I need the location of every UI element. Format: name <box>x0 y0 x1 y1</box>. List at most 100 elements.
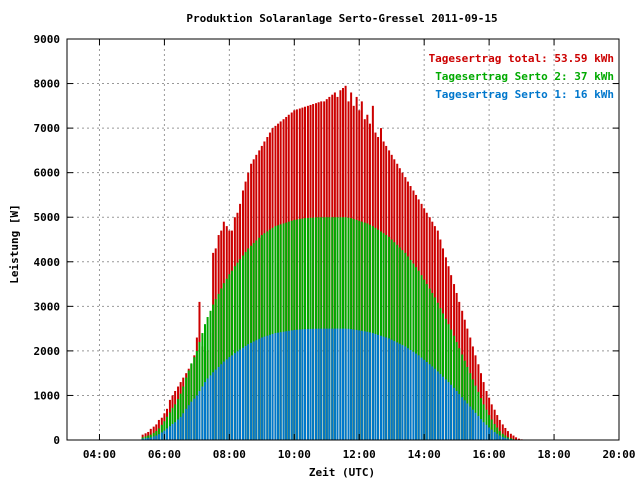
bar-serto1 <box>385 337 388 440</box>
bar-serto1 <box>144 438 147 440</box>
bar-serto1 <box>366 331 369 440</box>
bar-serto1 <box>339 328 342 440</box>
bar-serto1 <box>393 341 396 440</box>
y-tick-label: 5000 <box>34 211 61 224</box>
bar-serto1 <box>195 395 198 440</box>
bar-serto1 <box>428 364 431 440</box>
bar-serto1 <box>474 412 477 440</box>
bar-serto2 <box>233 266 236 440</box>
y-tick-label: 4000 <box>34 256 61 269</box>
bar-serto1 <box>220 364 223 440</box>
bar-serto2 <box>317 217 320 440</box>
bar-serto1 <box>477 415 480 440</box>
bar-serto2 <box>493 423 496 440</box>
bar-total <box>149 428 152 440</box>
bar-serto1 <box>388 338 391 440</box>
bar-serto1 <box>171 423 174 440</box>
bar-serto1 <box>271 333 274 440</box>
bar-serto1 <box>350 329 353 440</box>
bar-serto1 <box>501 436 504 440</box>
legend-serto1: Tagesertrag Serto 1: 16 kWh <box>435 88 614 101</box>
bar-serto1 <box>304 329 307 440</box>
bar-serto1 <box>179 416 182 440</box>
bar-serto2 <box>463 360 466 440</box>
bar-serto1 <box>320 328 323 440</box>
bar-serto1 <box>295 329 298 440</box>
bar-serto1 <box>298 329 301 440</box>
bar-serto1 <box>177 419 180 440</box>
bar-serto1 <box>496 433 499 440</box>
bar-serto2 <box>393 242 396 440</box>
bar-serto1 <box>412 351 415 440</box>
bar-serto1 <box>409 350 412 440</box>
bar-serto1 <box>482 422 485 440</box>
bar-serto1 <box>233 353 236 440</box>
bar-serto2 <box>212 304 215 440</box>
bar-serto1 <box>355 329 358 440</box>
x-tick-label: 16:00 <box>473 448 506 461</box>
bar-serto1 <box>347 328 350 440</box>
bar-serto1 <box>480 419 482 440</box>
bar-serto1 <box>396 342 399 440</box>
bar-serto1 <box>379 335 382 440</box>
bar-serto1 <box>185 408 188 440</box>
bar-serto1 <box>333 328 336 440</box>
bar-serto1 <box>466 403 469 440</box>
bar-serto1 <box>285 331 288 440</box>
bar-serto1 <box>404 346 407 440</box>
bar-serto1 <box>277 332 280 440</box>
bar-serto1 <box>255 340 258 440</box>
bar-serto1 <box>461 397 464 440</box>
bar-total <box>515 437 518 440</box>
y-tick-label: 8000 <box>34 78 61 91</box>
bar-serto1 <box>423 359 426 440</box>
bar-serto1 <box>406 348 409 440</box>
bar-serto1 <box>485 424 488 440</box>
bar-serto1 <box>431 366 434 440</box>
bar-serto1 <box>268 334 271 440</box>
bar-serto2 <box>255 240 258 440</box>
bar-serto1 <box>212 372 215 440</box>
bar-serto1 <box>417 355 420 440</box>
bar-serto2 <box>279 224 282 440</box>
bar-serto1 <box>317 328 320 440</box>
bar-serto1 <box>209 375 212 440</box>
bar-serto2 <box>182 386 185 440</box>
bar-serto1 <box>174 422 177 440</box>
bar-serto1 <box>193 398 196 440</box>
y-tick-label: 9000 <box>34 33 61 46</box>
bar-serto1 <box>141 438 144 440</box>
bar-serto1 <box>187 405 190 440</box>
bar-serto1 <box>241 347 244 440</box>
bar-total <box>506 431 509 440</box>
y-axis-label: Leistung [W] <box>8 204 21 283</box>
bar-serto1 <box>222 361 225 440</box>
bar-serto1 <box>152 436 155 440</box>
bar-serto1 <box>206 378 209 440</box>
bar-serto1 <box>201 386 204 440</box>
bar-serto2 <box>166 416 169 440</box>
bar-serto2 <box>304 218 307 440</box>
bar-serto1 <box>239 349 242 440</box>
bar-serto1 <box>442 376 445 440</box>
chart-title: Produktion Solaranlage Serto-Gressel 201… <box>186 12 497 25</box>
y-tick-label: 6000 <box>34 167 61 180</box>
x-tick-label: 20:00 <box>602 448 635 461</box>
bar-serto1 <box>149 437 152 440</box>
bar-serto1 <box>352 329 355 440</box>
bar-serto1 <box>217 366 220 440</box>
bar-serto1 <box>182 413 185 440</box>
axis-ticks: 0 1000 2000 3000 4000 5000 6000 7000 8000 9000 04:… <box>34 33 636 461</box>
x-tick-label: 14:00 <box>408 448 441 461</box>
bar-serto1 <box>433 368 436 440</box>
bar-serto2 <box>274 226 277 440</box>
x-axis-label: Zeit (UTC) <box>309 466 375 479</box>
bar-serto1 <box>252 341 255 440</box>
bar-serto1 <box>390 339 393 440</box>
bar-total <box>504 427 507 440</box>
bar-serto1 <box>306 328 309 440</box>
bar-serto1 <box>360 330 363 440</box>
y-tick-label: 7000 <box>34 122 61 135</box>
bar-serto1 <box>263 336 266 440</box>
y-tick-label: 2000 <box>34 345 61 358</box>
